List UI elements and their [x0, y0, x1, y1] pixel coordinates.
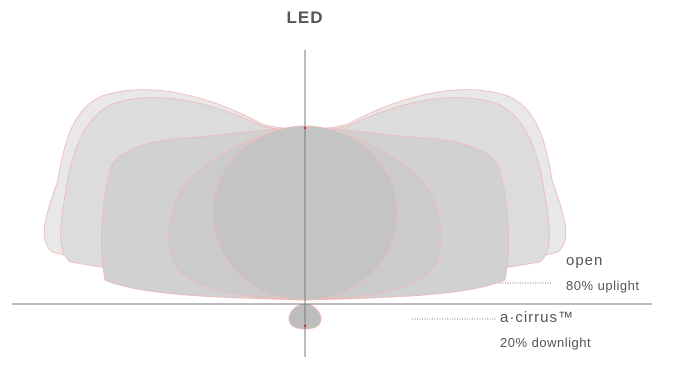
acirrus-downlight-label: 20% downlight	[500, 335, 591, 350]
acirrus-label: a·cirrus™	[500, 309, 574, 326]
axis-marker-top	[304, 127, 306, 129]
diagram-title: LED	[0, 8, 610, 28]
axis-marker-bottom	[304, 325, 306, 327]
open-label: open	[566, 252, 603, 269]
open-uplight-label: 80% uplight	[566, 278, 639, 293]
